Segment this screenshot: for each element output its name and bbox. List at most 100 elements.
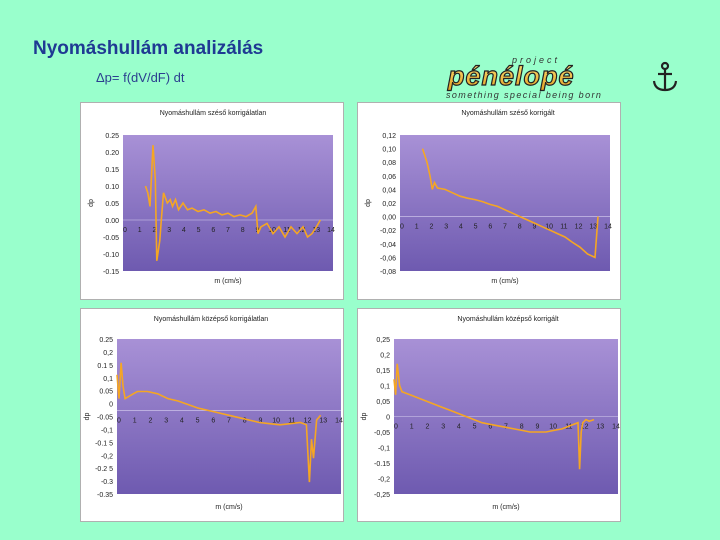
- x-tick-label: 14: [604, 224, 612, 231]
- y-tick-label: 0.00: [105, 218, 119, 225]
- x-tick-label: 10: [268, 227, 276, 234]
- x-tick-label: 14: [327, 227, 335, 234]
- x-tick-label: 14: [612, 424, 620, 431]
- chart-svg-2: 0,12 0,10 0,08 0,06 0,04 0,02 0,00 -0,02 -0,04 -0…: [365, 110, 612, 285]
- x-axis-label: m (cm/s): [491, 278, 518, 285]
- y-tick-label: 0.15: [105, 167, 119, 174]
- x-tick-label: 6: [211, 418, 215, 425]
- y-axis-label: dp: [361, 413, 368, 421]
- y-axis-label: dp: [365, 199, 372, 207]
- x-tick-label: 0: [400, 224, 404, 231]
- y-tick-label: 0,08: [382, 160, 396, 167]
- y-tick-label: -0,04: [380, 242, 396, 249]
- y-tick-label: 0.05: [99, 389, 113, 396]
- x-tick-label: 1: [410, 424, 414, 431]
- x-tick-label: 10: [549, 424, 557, 431]
- x-tick-label: 4: [457, 424, 461, 431]
- x-tick-label: 12: [575, 224, 583, 231]
- y-tick-label: 0.25: [105, 133, 119, 140]
- x-axis-label: m (cm/s): [492, 504, 519, 511]
- y-tick-label: -0,08: [380, 269, 396, 276]
- y-tick-label: 0,12: [382, 133, 396, 140]
- y-tick-label: -0,2: [101, 453, 113, 460]
- x-axis-label: m (cm/s): [215, 504, 242, 511]
- y-tick-label: -0,06: [380, 255, 396, 262]
- x-tick-label: 7: [226, 227, 230, 234]
- y-tick-label: 0,10: [382, 147, 396, 154]
- x-tick-label: 10: [545, 224, 553, 231]
- x-tick-label: 9: [535, 424, 539, 431]
- x-tick-label: 5: [473, 424, 477, 431]
- chart-title: Nyomáshullám széső korrigált: [461, 110, 554, 117]
- y-tick-label: 0,00: [382, 215, 396, 222]
- x-tick-label: 5: [196, 418, 200, 425]
- x-tick-label: 4: [180, 418, 184, 425]
- series-line: [393, 363, 595, 470]
- penelope-logo: project pénélopé something special being…: [446, 55, 678, 100]
- y-tick-label: 0,25: [376, 337, 390, 344]
- anchor-icon: [652, 61, 678, 92]
- y-tick-label: 0,05: [376, 399, 390, 406]
- x-tick-label: 4: [182, 227, 186, 234]
- x-tick-label: 6: [211, 227, 215, 234]
- x-tick-label: 0: [123, 227, 127, 234]
- y-tick-label: 0: [109, 402, 113, 409]
- y-tick-label: 0.10: [105, 184, 119, 191]
- y-tick-label: -0.1 5: [95, 440, 113, 447]
- y-tick-label: -0.15: [374, 461, 390, 468]
- chart-panel-4: 0,25 0,2 0,15 0,1 0,05 0 -0,05 -0,1 -0.15 -0,2 -0,…: [357, 308, 621, 522]
- plot-area: [123, 135, 333, 271]
- x-tick-label: 9: [258, 418, 262, 425]
- x-tick-label: 10: [272, 418, 280, 425]
- slide-title: Nyomáshullám analizálás: [33, 38, 264, 59]
- logo-tagline-text: something special being born: [446, 90, 602, 100]
- y-tick-label: 0,04: [382, 187, 396, 194]
- chart-title: Nyomáshullám széső korrigálatlan: [160, 110, 267, 117]
- y-tick-label: -0.35: [97, 492, 113, 499]
- x-tick-label: 11: [560, 224, 567, 231]
- x-tick-label: 12: [298, 227, 306, 234]
- x-tick-label: 5: [474, 224, 478, 231]
- y-tick-label: 0,1: [380, 384, 390, 391]
- x-tick-label: 2: [148, 418, 152, 425]
- x-tick-label: 3: [441, 424, 445, 431]
- logo-top-text: project: [511, 55, 560, 65]
- x-tick-label: 2: [152, 227, 156, 234]
- y-tick-label: -0,05: [374, 430, 390, 437]
- chart-panel-2: 0,12 0,10 0,08 0,06 0,04 0,02 0,00 -0,02 -0,04 -0…: [357, 102, 621, 300]
- chart-svg-4: 0,25 0,2 0,15 0,1 0,05 0 -0,05 -0,1 -0.15 -0,2 -0,…: [361, 316, 620, 511]
- x-tick-label: 8: [243, 418, 247, 425]
- x-tick-label: 13: [319, 418, 327, 425]
- y-tick-label: 0.25: [99, 337, 113, 344]
- x-tick-label: 2: [429, 224, 433, 231]
- chart-title: Nyomáshullám középső korrigálatlan: [154, 316, 268, 323]
- x-tick-label: 13: [596, 424, 604, 431]
- y-tick-label: 0,2: [380, 353, 390, 360]
- series-line: [116, 362, 322, 483]
- logo-brand-text: pénélopé: [447, 61, 575, 91]
- x-tick-label: 8: [241, 227, 245, 234]
- plot-area: [117, 339, 341, 494]
- y-tick-label: -0,1: [378, 446, 390, 453]
- x-tick-label: 1: [133, 418, 137, 425]
- y-tick-label: -0,02: [380, 228, 396, 235]
- x-tick-label: 6: [488, 424, 492, 431]
- series-line: [421, 148, 599, 259]
- x-tick-label: 1: [138, 227, 142, 234]
- x-tick-label: 5: [197, 227, 201, 234]
- y-tick-label: 0: [386, 415, 390, 422]
- y-tick-label: -0,25: [374, 492, 390, 499]
- series-line: [144, 145, 321, 261]
- x-tick-label: 13: [312, 227, 320, 234]
- x-tick-label: 3: [164, 418, 168, 425]
- y-tick-label: 0.1 5: [97, 363, 113, 370]
- chart-svg-3: 0.25 0,2 0.1 5 0,1 0.05 0 -0.05 -0,1 -0.1 5 -0,2 -…: [84, 316, 343, 511]
- y-tick-label: 0.05: [105, 201, 119, 208]
- x-tick-label: 2: [425, 424, 429, 431]
- x-tick-label: 3: [444, 224, 448, 231]
- y-tick-label: 0,06: [382, 174, 396, 181]
- y-axis-label: dp: [84, 413, 91, 421]
- y-axis-label: dp: [88, 199, 95, 207]
- x-tick-label: 3: [167, 227, 171, 234]
- y-tick-label: -0.05: [97, 415, 113, 422]
